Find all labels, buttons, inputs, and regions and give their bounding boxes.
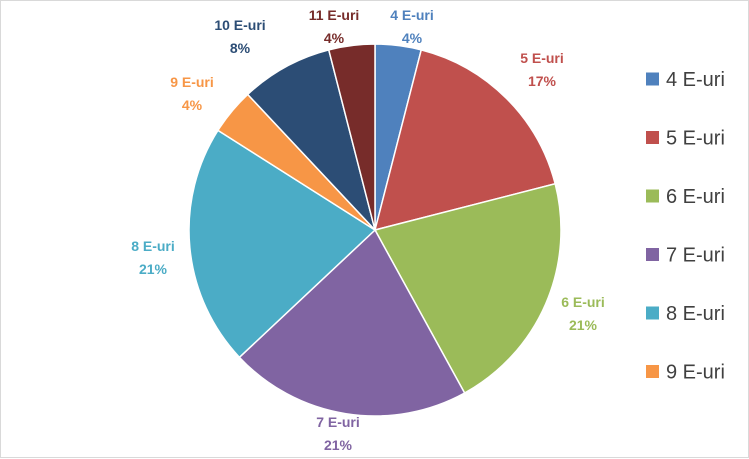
legend-swatch-4-e-uri bbox=[646, 72, 659, 86]
pie-slice-11-e-uri bbox=[327, 43, 376, 231]
pie-slice-7-e-uri bbox=[238, 228, 466, 417]
pie-slice-5-e-uri bbox=[373, 48, 557, 232]
data-labels: 4 E-uri 4% 5 E-uri 17% 6 E-uri 21% 7 E-uri 21% 8… bbox=[131, 7, 605, 453]
legend-label-4-e-uri: 4 E-uri bbox=[666, 69, 725, 91]
legend-label-5-e-uri: 5 E-uri bbox=[666, 128, 725, 150]
data-label-7-e-uri: 7 E-uri 21% bbox=[316, 414, 360, 453]
legend-label-6-e-uri: 6 E-uri bbox=[666, 186, 725, 208]
legend-label-8-e-uri: 8 E-uri bbox=[666, 303, 725, 325]
data-label-5-e-uri: 5 E-uri 17% bbox=[520, 50, 564, 89]
legend-item-4-e-uri: 4 E-uri bbox=[646, 69, 725, 91]
pie-slice-6-e-uri bbox=[373, 182, 562, 395]
pie-slices bbox=[188, 43, 562, 417]
data-label-11-e-uri: 11 E-uri 4% bbox=[309, 7, 360, 46]
legend-swatch-9-e-uri bbox=[646, 365, 659, 378]
legend-swatch-7-e-uri bbox=[646, 248, 659, 261]
legend-label-7-e-uri: 7 E-uri bbox=[666, 245, 725, 267]
legend-swatch-5-e-uri bbox=[646, 131, 659, 144]
legend-swatch-8-e-uri bbox=[646, 306, 659, 320]
legend: 4 E-uri 5 E-uri 6 E-uri 7 E-uri 8 E-uri 9 E-u… bbox=[646, 69, 725, 384]
pie-slice-10-e-uri bbox=[246, 48, 376, 231]
legend-swatch-6-e-uri bbox=[646, 189, 659, 203]
pie-slice-8-e-uri bbox=[188, 129, 377, 359]
data-label-8-e-uri: 8 E-uri 21% bbox=[131, 238, 175, 277]
data-label-10-e-uri: 10 E-uri 8% bbox=[214, 17, 265, 56]
data-label-9-e-uri: 9 E-uri 4% bbox=[170, 74, 214, 113]
legend-item-9-e-uri: 9 E-uri bbox=[646, 362, 725, 384]
legend-item-8-e-uri: 8 E-uri bbox=[646, 303, 725, 325]
legend-label-9-e-uri: 9 E-uri bbox=[666, 362, 725, 384]
legend-item-7-e-uri: 7 E-uri bbox=[646, 245, 725, 267]
data-label-6-e-uri: 6 E-uri 21% bbox=[561, 294, 605, 333]
data-label-4-e-uri: 4 E-uri 4% bbox=[390, 7, 434, 46]
legend-item-6-e-uri: 6 E-uri bbox=[646, 186, 725, 208]
legend-item-5-e-uri: 5 E-uri bbox=[646, 128, 725, 150]
